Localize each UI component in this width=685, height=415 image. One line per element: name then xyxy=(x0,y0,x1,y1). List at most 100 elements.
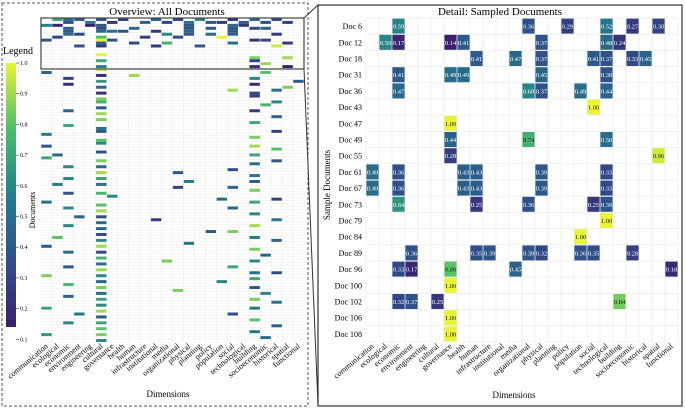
overview-grid-cell xyxy=(62,126,75,131)
overview-grid-cell xyxy=(51,253,64,257)
overview-cell xyxy=(96,141,107,145)
overview-grid-cell xyxy=(183,59,195,63)
overview-grid-cell xyxy=(139,23,151,27)
overview-grid-cell xyxy=(150,20,162,25)
overview-grid-cell xyxy=(260,23,272,27)
detail-grid-cell xyxy=(560,147,575,165)
overview-grid-cell xyxy=(106,306,118,310)
overview-grid-cell xyxy=(106,144,118,148)
overview-grid-cell xyxy=(62,129,75,134)
overview-grid-cell xyxy=(40,197,53,201)
overview-grid-cell xyxy=(117,306,129,310)
overview-grid-cell xyxy=(51,176,64,181)
overview-grid-cell xyxy=(172,85,184,89)
detail-grid-cell xyxy=(430,98,445,116)
detail-grid-cell xyxy=(417,195,432,213)
overview-grid-cell xyxy=(172,247,184,251)
overview-grid-cell xyxy=(51,274,64,278)
overview-grid-cell xyxy=(227,147,239,151)
overview-grid-cell xyxy=(40,238,53,243)
overview-grid-cell xyxy=(40,64,53,69)
overview-cell xyxy=(271,271,282,275)
overview-grid-cell xyxy=(270,212,283,216)
overview-grid-cell xyxy=(260,203,272,207)
overview-grid-cell xyxy=(128,294,140,298)
overview-grid-cell xyxy=(51,162,64,166)
detail-grid-cell xyxy=(638,147,653,165)
overview-grid-cell xyxy=(73,318,85,322)
overview-grid-cell xyxy=(227,141,239,145)
overview-grid-cell xyxy=(40,138,53,142)
overview-grid-cell xyxy=(161,271,173,275)
overview-grid-cell xyxy=(40,56,53,60)
overview-grid-cell xyxy=(117,162,129,166)
overview-grid-cell xyxy=(183,120,195,125)
overview-grid-cell xyxy=(161,62,173,66)
overview-grid-cell xyxy=(62,327,75,331)
overview-grid-cell xyxy=(260,200,272,204)
overview-grid-cell xyxy=(227,109,239,113)
overview-cell xyxy=(63,321,74,325)
overview-grid-cell xyxy=(51,212,64,216)
detail-grid-cell xyxy=(573,131,588,148)
overview-grid-cell xyxy=(128,126,140,131)
overview-grid-cell xyxy=(62,306,75,310)
overview-grid-cell xyxy=(281,209,294,213)
detail-grid-cell xyxy=(391,276,406,294)
overview-grid-cell xyxy=(270,106,283,110)
overview-cell xyxy=(260,62,271,66)
overview-grid-cell xyxy=(106,262,118,266)
overview-grid-cell xyxy=(292,256,305,260)
overview-grid-cell xyxy=(150,215,162,219)
overview-grid-cell xyxy=(194,321,206,325)
overview-grid-cell xyxy=(270,29,283,33)
overview-grid-cell xyxy=(128,297,140,301)
overview-grid-cell xyxy=(194,200,206,204)
overview-grid-cell xyxy=(205,159,217,163)
overview-grid-cell xyxy=(40,232,53,237)
overview-grid-cell xyxy=(260,41,272,45)
overview-grid-cell xyxy=(281,215,294,219)
overview-grid-cell xyxy=(270,235,283,240)
overview-grid-cell xyxy=(227,112,239,116)
detail-grid-cell xyxy=(365,228,380,246)
overview-grid-cell xyxy=(238,64,250,69)
detail-cell-label: 0.47 xyxy=(510,56,522,63)
overview-grid-cell xyxy=(183,262,195,266)
overview-grid-cell xyxy=(238,218,250,222)
overview-grid-cell xyxy=(249,268,261,272)
overview-grid-cell xyxy=(51,132,64,136)
overview-grid-cell xyxy=(281,288,294,293)
overview-grid-cell xyxy=(51,226,64,231)
overview-grid-cell xyxy=(150,100,162,104)
detail-grid-cell xyxy=(508,147,523,165)
overview-grid-cell xyxy=(139,197,151,201)
overview-grid-cell xyxy=(238,194,250,198)
overview-cell xyxy=(96,191,107,195)
overview-grid-cell xyxy=(292,247,305,251)
overview-grid-cell xyxy=(84,265,96,269)
overview-cell xyxy=(41,38,52,42)
overview-grid-cell xyxy=(139,70,151,75)
detail-cell-label: 0.36 xyxy=(523,202,535,209)
overview-grid-cell xyxy=(238,41,250,45)
overview-grid-cell xyxy=(62,194,75,198)
overview-grid-cell xyxy=(40,97,53,101)
overview-grid-cell xyxy=(172,306,184,310)
overview-grid-cell xyxy=(260,171,272,175)
overview-grid-cell xyxy=(227,82,239,86)
overview-grid-cell xyxy=(128,229,140,234)
overview-grid-cell xyxy=(62,215,75,219)
detail-cell xyxy=(626,51,639,66)
overview-grid-cell xyxy=(84,165,96,169)
overview-grid-cell xyxy=(150,197,162,201)
overview-grid-cell xyxy=(216,218,228,222)
detail-grid-cell xyxy=(521,163,536,181)
overview-grid-cell xyxy=(270,259,283,263)
overview-grid-cell xyxy=(128,32,140,36)
detail-grid-cell xyxy=(534,195,549,213)
overview-grid-cell xyxy=(139,285,151,290)
overview-grid-cell xyxy=(238,85,250,89)
overview-grid-cell xyxy=(216,162,228,166)
overview-grid-cell xyxy=(238,141,250,145)
